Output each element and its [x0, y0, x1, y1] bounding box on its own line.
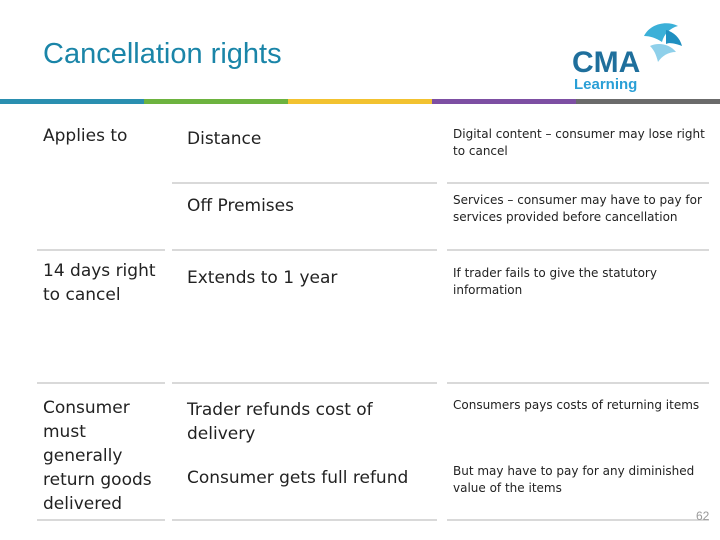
row-middle: Trader refunds cost of delivery — [187, 400, 373, 444]
row-middle: Off Premises — [187, 196, 294, 216]
row-divider — [447, 382, 709, 384]
row-right: Digital content – consumer may lose righ… — [453, 127, 705, 158]
bird-icon — [644, 23, 682, 62]
row-label: Applies to — [43, 126, 128, 146]
accent-segment — [288, 99, 432, 104]
accent-segment — [0, 99, 144, 104]
row-divider — [172, 249, 437, 251]
accent-segment — [432, 99, 576, 104]
row-right: Services – consumer may have to pay for … — [453, 193, 702, 224]
row-divider — [447, 249, 709, 251]
row-divider — [172, 519, 437, 521]
accent-segment — [144, 99, 288, 104]
row-middle: Extends to 1 year — [187, 268, 338, 288]
color-accent-bar — [0, 99, 720, 104]
row-right: Consumers pays costs of returning items — [453, 398, 700, 412]
row-label: 14 days right to cancel — [43, 261, 156, 305]
row-middle: Consumer gets full refund — [187, 468, 409, 488]
row-divider — [447, 519, 709, 521]
row-label: Consumer must generally return goods del… — [43, 398, 152, 514]
row-divider — [447, 182, 709, 184]
row-divider — [172, 182, 437, 184]
logo-text-main: CMA — [572, 46, 640, 79]
row-divider — [37, 382, 165, 384]
row-right: If trader fails to give the statutory in… — [453, 266, 657, 297]
row-middle: Distance — [187, 129, 262, 149]
logo-text-sub: Learning — [574, 76, 637, 93]
page-number: 62 — [696, 509, 710, 523]
row-divider — [172, 382, 437, 384]
row-right: But may have to pay for any diminished v… — [453, 464, 695, 495]
cma-learning-logo: CMA Learning — [570, 16, 688, 96]
slide-title: Cancellation rights — [43, 38, 282, 70]
row-divider — [37, 249, 165, 251]
row-divider — [37, 519, 165, 521]
accent-segment — [576, 99, 720, 104]
